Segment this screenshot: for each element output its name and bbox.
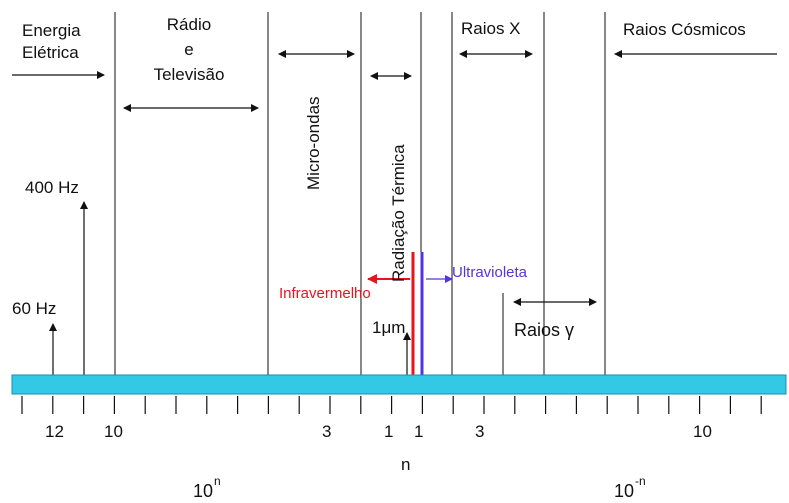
tick-label: 12: [45, 422, 64, 441]
micron-label: 1μm: [372, 318, 405, 337]
n-label: n: [401, 455, 410, 474]
scale-right-exp: -n: [635, 474, 646, 488]
radio-label-1: Rádio: [167, 15, 211, 34]
tick-label: 1: [384, 422, 393, 441]
scale-left-base: 10: [193, 481, 213, 501]
energia-label-1: Energia: [22, 21, 81, 40]
tick-label: 10: [693, 422, 712, 441]
energia-label-2: Elétrica: [22, 43, 79, 62]
tick-label: 3: [475, 422, 484, 441]
region-arrows: [12, 50, 777, 375]
tick-label: 10: [104, 422, 123, 441]
tick-label: 3: [322, 422, 331, 441]
raios-x-label: Raios X: [461, 19, 521, 38]
f60-label: 60 Hz: [12, 299, 56, 318]
boundary-lines: [114, 12, 606, 375]
tick-label: 1: [414, 422, 423, 441]
cosmicos-label: Raios Cósmicos: [623, 20, 746, 39]
micro-label: Micro-ondas: [304, 96, 323, 190]
f400-label: 400 Hz: [25, 178, 79, 197]
spectrum-bar: [11, 374, 787, 395]
infrared-label: Infravermelho: [279, 285, 371, 302]
termica-label: Radiação Térmica: [389, 144, 408, 282]
radio-label-3: Televisão: [154, 65, 225, 84]
ultraviolet-label: Ultravioleta: [452, 264, 528, 281]
scale-ticks: [21, 396, 762, 414]
radio-label-2: e: [184, 40, 193, 59]
scale-left-exp: n: [214, 474, 221, 488]
scale-right-base: 10: [614, 481, 634, 501]
gama-label: Raios γ: [514, 320, 574, 340]
